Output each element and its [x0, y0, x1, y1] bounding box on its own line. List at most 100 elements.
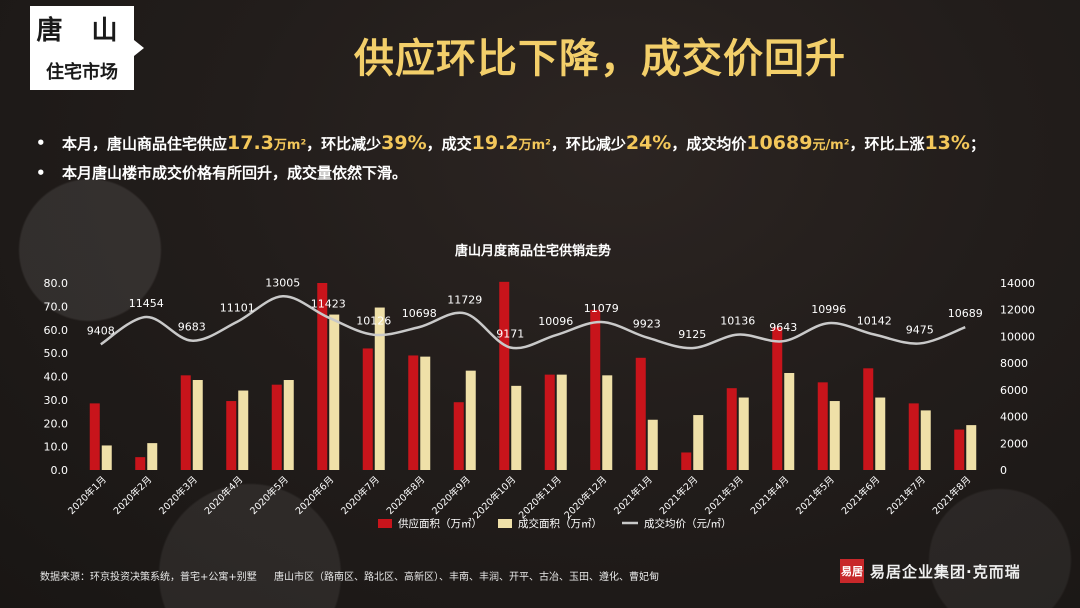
- legend-label: 成交面积（万㎡）: [518, 517, 602, 530]
- bar-supply: [863, 368, 874, 470]
- x-axis-tick: 2020年4月: [202, 474, 245, 517]
- price-data-label: 11423: [311, 297, 346, 310]
- right-axis-tick: 12000: [1000, 304, 1035, 317]
- left-axis-tick: 70.0: [44, 300, 69, 313]
- price-data-label: 9475: [906, 323, 934, 336]
- bar-supply: [635, 357, 646, 470]
- badge-pointer: [134, 40, 144, 56]
- footer-notes: 数据来源：环京投资决策系统，普宅+公寓+别墅 唐山市区（路南区、路北区、高新区）…: [40, 568, 673, 583]
- price-data-label: 10698: [402, 307, 437, 320]
- highlight-unit: 万m²: [519, 132, 551, 154]
- bar-supply: [135, 457, 146, 470]
- bar-deal: [875, 397, 886, 470]
- price-data-label: 10136: [720, 315, 755, 328]
- highlight-value: 万m²: [518, 138, 551, 153]
- x-axis-tick: 2021年7月: [885, 474, 928, 517]
- price-data-label: 10996: [811, 303, 846, 316]
- legend-swatch: [378, 519, 392, 528]
- bar-deal: [283, 380, 294, 470]
- highlight-value: 万m²: [273, 138, 307, 153]
- price-data-label: 9683: [178, 321, 206, 334]
- bar-deal: [238, 390, 249, 470]
- price-data-label: 11101: [220, 302, 255, 315]
- price-data-label: 11729: [447, 293, 482, 306]
- bar-supply: [908, 403, 919, 470]
- bar-supply: [772, 327, 783, 470]
- bar-supply: [271, 384, 282, 470]
- left-axis-tick: 20.0: [44, 417, 69, 430]
- bar-deal: [556, 374, 567, 470]
- left-axis-tick: 30.0: [44, 394, 69, 407]
- legend-label: 供应面积（万㎡）: [398, 517, 482, 530]
- x-axis-tick: 2020年7月: [339, 474, 382, 517]
- right-axis-tick: 2000: [1000, 437, 1028, 450]
- bar-deal: [966, 425, 977, 470]
- price-data-label: 10126: [356, 315, 391, 328]
- x-axis-tick: 2021年2月: [657, 474, 700, 517]
- bar-deal: [602, 375, 613, 470]
- logo-name: 易居企业集团·克而瑞: [870, 562, 1021, 581]
- right-axis-tick: 8000: [1000, 357, 1028, 370]
- left-axis-tick: 0.0: [51, 464, 69, 477]
- x-axis-tick: 2021年3月: [703, 474, 746, 517]
- left-axis-tick: 80.0: [44, 277, 69, 290]
- bar-supply: [954, 429, 965, 470]
- price-data-label: 11454: [129, 297, 164, 310]
- summary-text: ，成交均价: [671, 135, 747, 153]
- badge-city: 唐 山: [36, 16, 128, 46]
- right-axis-tick: 6000: [1000, 384, 1028, 397]
- price-data-label: 9408: [87, 324, 115, 337]
- bar-deal: [829, 401, 840, 470]
- x-axis-tick: 2020年8月: [384, 474, 427, 517]
- right-axis-tick: 14000: [1000, 277, 1035, 290]
- x-axis-tick: 2021年5月: [794, 474, 837, 517]
- price-data-label: 10096: [538, 315, 573, 328]
- bar-supply: [408, 355, 419, 470]
- summary-text: ，环比减少: [306, 135, 382, 153]
- price-data-label: 9171: [496, 328, 524, 341]
- bar-supply: [681, 452, 692, 470]
- bar-deal: [192, 380, 203, 470]
- highlight-value: 13%: [924, 132, 970, 154]
- bar-supply: [726, 388, 737, 470]
- bar-supply: [317, 283, 328, 470]
- price-data-label: 13005: [265, 276, 300, 289]
- bar-deal: [101, 445, 112, 470]
- highlight-unit: 元/m²: [812, 132, 849, 154]
- bar-supply: [453, 402, 464, 470]
- bar-supply: [180, 375, 191, 470]
- bar-supply: [362, 348, 373, 470]
- summary-bullet-2: 本月唐山楼市成交价格有所回升，成交量依然下滑。: [36, 158, 985, 188]
- price-data-label: 11079: [584, 302, 619, 315]
- data-source: 数据来源：环京投资决策系统，普宅+公寓+别墅: [40, 572, 257, 583]
- left-axis-tick: 40.0: [44, 371, 69, 384]
- highlight-value: 19.2: [471, 132, 519, 154]
- summary-bullets: 本月，唐山商品住宅供应17.3万m²，环比减少39%，成交19.2万m²，环比减…: [36, 128, 985, 188]
- left-axis-tick: 50.0: [44, 347, 69, 360]
- x-axis-tick: 2020年1月: [66, 474, 109, 517]
- x-axis-tick: 2021年8月: [930, 474, 973, 517]
- price-data-label: 9923: [633, 317, 661, 330]
- bar-supply: [817, 382, 828, 470]
- x-axis-tick: 2021年1月: [612, 474, 655, 517]
- bar-supply: [226, 401, 237, 470]
- bar-supply: [499, 281, 510, 470]
- summary-bullet-1: 本月，唐山商品住宅供应17.3万m²，环比减少39%，成交19.2万m²，环比减…: [36, 128, 985, 158]
- legend-label: 成交均价（元/㎡）: [644, 517, 732, 530]
- highlight-value: 17.3: [227, 132, 274, 154]
- summary-text: 本月，唐山商品住宅供应: [62, 135, 228, 153]
- page-title: 供应环比下降，成交价回升: [354, 36, 846, 82]
- bar-deal: [465, 370, 476, 470]
- x-axis-tick: 2020年10月: [471, 474, 519, 522]
- x-axis-tick: 2020年6月: [293, 474, 336, 517]
- right-axis-tick: 0: [1000, 464, 1007, 477]
- highlight-value: 24%: [625, 132, 672, 154]
- bar-supply: [544, 374, 555, 470]
- x-axis-tick: 2021年6月: [839, 474, 882, 517]
- x-axis-tick: 2020年3月: [157, 474, 200, 517]
- bar-supply: [89, 403, 100, 470]
- highlight-value: 元/m²: [812, 138, 850, 153]
- badge-market: 住宅市场: [46, 62, 118, 83]
- bar-supply: [590, 309, 601, 470]
